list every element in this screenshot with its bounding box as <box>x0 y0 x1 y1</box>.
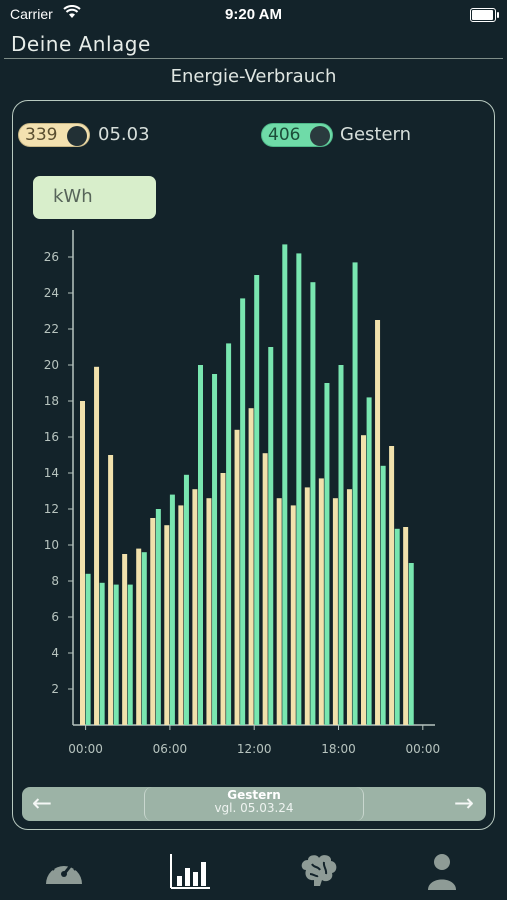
battery-icon <box>470 8 499 22</box>
bar-series2 <box>127 584 133 725</box>
arrow-left-icon[interactable]: ← <box>32 789 53 817</box>
bar-series2 <box>366 397 372 725</box>
chart-card <box>12 100 495 830</box>
bar-series1 <box>108 455 114 725</box>
bar-series2 <box>169 494 175 725</box>
unit-selector[interactable]: kWh <box>33 176 156 219</box>
y-tick-label: 2 <box>51 682 59 696</box>
bar-series1 <box>276 498 282 725</box>
bar-series2 <box>212 374 218 725</box>
y-tick-label: 12 <box>44 502 59 516</box>
y-tick-label: 18 <box>44 394 59 408</box>
y-tick-label: 22 <box>44 322 59 336</box>
bar-series2 <box>183 474 189 725</box>
bar-series1 <box>375 320 381 725</box>
bar-series2 <box>99 582 105 725</box>
y-tick-label: 14 <box>44 466 59 480</box>
bar-series1 <box>389 446 395 725</box>
date-display[interactable]: Gestern vgl. 05.03.24 <box>144 787 364 821</box>
tab-gauge-icon[interactable] <box>42 850 86 892</box>
unit-label: kWh <box>53 186 93 207</box>
bar-series2 <box>198 365 203 725</box>
y-tick-label: 8 <box>51 574 59 588</box>
wifi-icon <box>63 5 81 18</box>
x-tick-label: 18:00 <box>321 742 356 756</box>
y-tick-label: 24 <box>44 286 59 300</box>
bar-series2 <box>338 365 344 725</box>
bar-series2 <box>141 552 147 725</box>
header-divider <box>4 58 503 59</box>
bar-series1 <box>94 366 100 725</box>
date-sub: vgl. 05.03.24 <box>214 801 294 815</box>
toggle-label-date: 05.03 <box>98 124 150 145</box>
y-tick-label: 4 <box>51 646 59 660</box>
bar-series1 <box>290 505 296 725</box>
bar-series1 <box>192 489 198 725</box>
bar-series2 <box>324 383 330 725</box>
bar-series2 <box>310 282 316 725</box>
compare-toggle-date[interactable]: 339 <box>18 123 90 147</box>
bar-series1 <box>332 498 338 725</box>
date-main: Gestern <box>227 788 281 802</box>
toggle-knob <box>310 126 330 146</box>
bar-series2 <box>408 563 414 725</box>
page-title: Deine Anlage <box>11 32 151 56</box>
y-tick-label: 26 <box>44 250 59 264</box>
bar-series2 <box>254 275 260 725</box>
bar-series2 <box>226 343 232 725</box>
bar-series1 <box>318 478 324 725</box>
bar-series2 <box>394 528 400 725</box>
bar-series2 <box>380 465 386 725</box>
bar-series1 <box>80 401 85 725</box>
bar-series1 <box>136 548 142 725</box>
toggle-value: 406 <box>268 125 301 145</box>
bar-series2 <box>155 509 161 725</box>
bar-series1 <box>234 429 240 725</box>
bar-series2 <box>85 573 91 725</box>
tab-bar <box>0 845 507 900</box>
bar-series1 <box>361 435 366 725</box>
toggle-knob <box>67 126 87 146</box>
bar-series1 <box>304 487 310 725</box>
clock: 9:20 AM <box>225 6 282 23</box>
bar-series1 <box>262 453 268 725</box>
section-title: Energie-Verbrauch <box>170 66 337 87</box>
bar-series2 <box>113 584 119 725</box>
toggle-value: 339 <box>25 125 58 145</box>
tab-bar-chart-icon[interactable] <box>168 850 212 892</box>
compare-toggle-yesterday[interactable]: 406 <box>261 123 333 147</box>
arrow-right-icon[interactable]: → <box>453 789 474 817</box>
y-tick-label: 20 <box>44 358 59 372</box>
bar-series1 <box>150 518 156 725</box>
bar-series1 <box>346 489 352 725</box>
x-tick-label: 06:00 <box>153 742 188 756</box>
bar-series1 <box>248 408 254 725</box>
x-tick-label: 00:00 <box>406 742 441 756</box>
bar-series1 <box>164 525 170 725</box>
date-navigator: ← Gestern vgl. 05.03.24 → <box>22 787 486 821</box>
bar-series2 <box>282 244 288 725</box>
bar-series2 <box>240 298 246 725</box>
tab-brain-icon[interactable] <box>296 850 340 892</box>
y-tick-label: 10 <box>44 538 59 552</box>
status-bar: Carrier 9:20 AM <box>0 0 507 30</box>
bar-series1 <box>122 554 128 725</box>
bar-series1 <box>403 527 409 725</box>
bar-series2 <box>352 262 358 725</box>
carrier-label: Carrier <box>10 6 53 22</box>
y-tick-label: 6 <box>51 610 59 624</box>
bar-series2 <box>296 253 302 725</box>
bar-series1 <box>220 473 226 725</box>
tab-person-icon[interactable] <box>420 850 464 892</box>
bar-series1 <box>206 498 212 725</box>
x-tick-label: 12:00 <box>237 742 272 756</box>
x-tick-label: 00:00 <box>68 742 103 756</box>
bar-series2 <box>268 347 274 725</box>
y-tick-label: 16 <box>44 430 59 444</box>
toggle-label-yesterday: Gestern <box>340 124 412 145</box>
bar-series1 <box>178 505 184 725</box>
